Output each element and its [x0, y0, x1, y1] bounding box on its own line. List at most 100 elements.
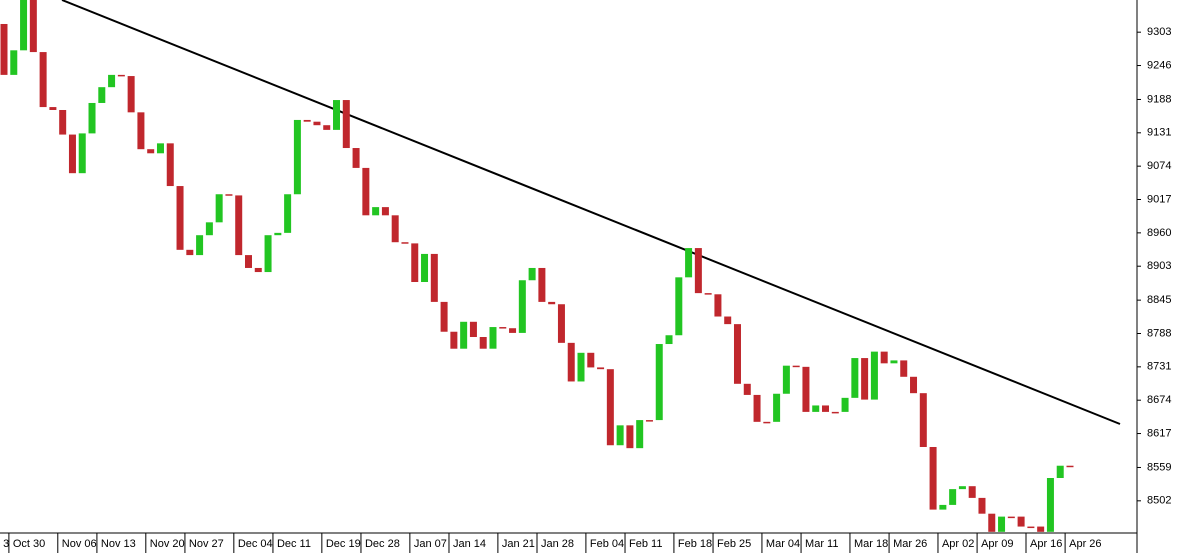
candle [0, 23, 8, 75]
candle [694, 248, 702, 294]
candle [323, 125, 331, 130]
candle [88, 102, 96, 134]
x-tick-label: Jan 28 [541, 538, 574, 550]
candle [469, 321, 477, 338]
candle [802, 366, 810, 412]
y-tick-label: 9246 [1147, 59, 1171, 71]
y-tick-label: 8559 [1147, 461, 1171, 473]
candle [606, 369, 614, 446]
candle [460, 321, 468, 349]
candle [812, 405, 820, 412]
candle [49, 107, 57, 110]
candle [900, 360, 908, 377]
y-tick-label: 9188 [1147, 93, 1171, 105]
candle [215, 194, 223, 223]
candle [1066, 465, 1074, 468]
candle [714, 294, 722, 317]
y-tick-label: 8617 [1147, 427, 1171, 439]
candle [303, 119, 311, 122]
candle [1017, 516, 1025, 527]
candle [822, 405, 830, 412]
x-tick-label: Mar 04 [766, 538, 800, 550]
candle [20, 0, 28, 51]
x-tick-label: Mar 18 [854, 538, 888, 550]
candle [342, 100, 350, 149]
candle [421, 253, 429, 283]
x-tick-label: Dec 11 [277, 538, 311, 550]
candle [293, 119, 301, 195]
candle [685, 248, 693, 278]
candle [704, 293, 712, 295]
candle [176, 186, 184, 250]
y-tick-label: 9131 [1147, 127, 1171, 139]
candle [98, 87, 106, 103]
x-tick-label: Mar 11 [805, 538, 838, 550]
candle [763, 421, 771, 424]
x-tick-label: Apr 16 [1030, 538, 1062, 550]
candle [919, 393, 927, 447]
candle [597, 367, 605, 370]
candle [352, 148, 360, 168]
x-tick-label: Nov 27 [189, 538, 224, 550]
candle [254, 267, 262, 273]
candle [567, 342, 575, 382]
candle [29, 0, 37, 53]
candle [59, 109, 67, 135]
y-tick-label: 8731 [1147, 361, 1171, 373]
candle [645, 420, 653, 422]
candle [274, 232, 282, 236]
candle [792, 365, 800, 368]
candle [166, 143, 174, 187]
x-tick-label: Nov 13 [101, 538, 136, 550]
candle [733, 324, 741, 384]
candle [117, 74, 125, 77]
candle [68, 134, 76, 174]
y-tick-label: 9074 [1147, 160, 1171, 172]
candle [440, 301, 448, 332]
x-tick-label: Feb 11 [629, 538, 662, 550]
candle [577, 352, 585, 382]
candle [10, 50, 18, 75]
candle [616, 425, 624, 446]
x-tick-label: Jan 07 [414, 538, 447, 550]
candle [430, 253, 438, 302]
candle [910, 376, 918, 394]
candle [861, 358, 869, 400]
y-tick-label: 8502 [1147, 495, 1171, 507]
candle [108, 74, 116, 88]
candle [264, 235, 272, 273]
y-tick-label: 9017 [1147, 193, 1171, 205]
candle [127, 76, 135, 113]
x-tick-label: Dec 19 [326, 538, 361, 550]
x-tick-label: Apr 02 [942, 538, 974, 550]
candle [186, 249, 194, 256]
x-tick-label: Dec 28 [365, 538, 400, 550]
x-tick-label: Jan 14 [453, 538, 486, 550]
candle [743, 383, 751, 395]
candle [78, 133, 86, 174]
candle [235, 195, 243, 256]
candle [998, 516, 1006, 532]
candle [548, 301, 556, 305]
candle [988, 513, 996, 532]
candle [1046, 478, 1054, 532]
candle [391, 215, 399, 243]
x-tick-label: Feb 25 [717, 538, 751, 550]
x-tick-label: Feb 18 [678, 538, 712, 550]
candle [978, 497, 986, 514]
candle [196, 235, 204, 256]
candle [518, 280, 526, 333]
candle [1027, 526, 1035, 529]
candle [782, 365, 790, 394]
x-tick-label: Nov 20 [150, 538, 185, 550]
candle [205, 222, 213, 236]
candle [655, 344, 663, 421]
candle [509, 328, 517, 333]
candle [39, 52, 47, 108]
candle [333, 100, 341, 130]
y-tick-label: 8788 [1147, 327, 1171, 339]
candle [851, 358, 859, 398]
